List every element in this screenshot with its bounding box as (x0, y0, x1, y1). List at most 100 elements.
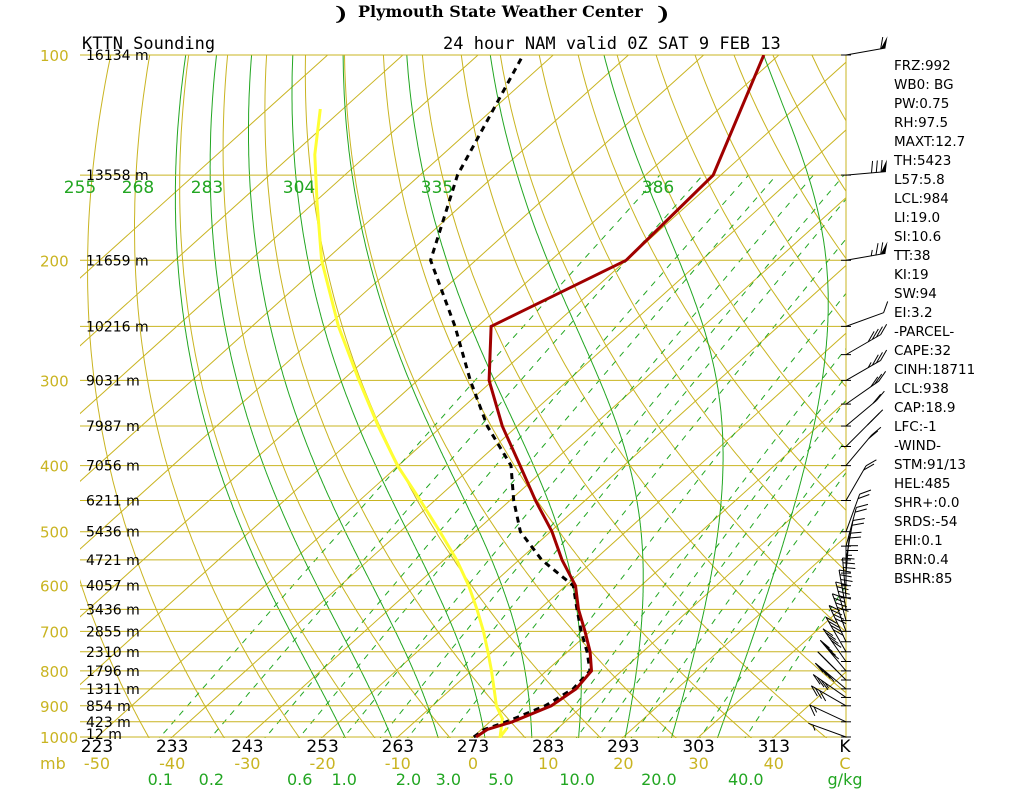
moist-adiabat-label: 304 (283, 178, 315, 198)
mixing-ratio-tick-label: 5.0 (488, 770, 513, 789)
moist-adiabat-line (209, 55, 393, 738)
wind-barb-staff (808, 722, 847, 738)
wind-barb-flag (867, 331, 875, 343)
wind-barb-flag (827, 661, 837, 671)
sounding-index-text: LI:19.0 (894, 210, 940, 226)
wind-barb-flag (870, 376, 879, 387)
wind-barb-flag (809, 704, 816, 716)
wind-barb (841, 545, 858, 587)
wind-barb-flag (871, 426, 882, 436)
mixing-ratio-tick-label: 0.1 (148, 770, 173, 789)
wind-barb-staff (812, 674, 847, 698)
wind-barb (841, 459, 877, 501)
isotherm-line (80, 55, 705, 618)
dry-adiabat-line (460, 55, 846, 694)
isotherm-line (546, 468, 846, 738)
dry-adiabat-line (421, 55, 828, 738)
dry-adiabat-line (538, 55, 846, 572)
wind-barb-flag (836, 586, 849, 591)
sounding-index-text: SI:10.6 (894, 229, 941, 245)
moist-adiabat-line (342, 55, 533, 738)
wind-barb-flag (839, 595, 852, 600)
wind-barb-flag (871, 160, 874, 173)
wind-barb-flag (830, 609, 843, 616)
wind-barb-staff (845, 359, 881, 381)
wind-barb-flag (876, 352, 883, 364)
wind-barb-flag (849, 536, 862, 539)
wind-barb-flag (829, 650, 840, 660)
height-tick-label: 7056 m (86, 459, 140, 475)
theta-tick-label: 303 (682, 737, 714, 757)
wind-barb (808, 722, 851, 738)
height-tick-label: 6211 m (86, 493, 140, 509)
wind-barb-flag (819, 639, 830, 649)
wind-barb-flag (880, 323, 888, 335)
wind-barb (819, 639, 851, 672)
wind-barb-flag (812, 674, 821, 685)
wind-barb (841, 159, 887, 176)
pressure-tick-label: 900 (40, 698, 69, 716)
wind-barb-flag (880, 242, 884, 255)
sounding-index-text: WB0: BG (894, 77, 954, 93)
wind-barb-flag (857, 494, 870, 500)
wind-barb-flag (832, 593, 844, 599)
wind-barb-staff (845, 520, 854, 561)
moist-adiabat-line (716, 55, 829, 738)
theta-tick-label: 263 (382, 737, 414, 757)
wind-barb-flag (878, 371, 887, 382)
sounding-profiles (313, 55, 766, 738)
wind-barb-flag (828, 620, 840, 628)
wind-barb-flag (880, 160, 883, 173)
wind-barb-flag (838, 569, 851, 573)
wind-barb-flag (820, 679, 829, 691)
wind-barb-half-flag (867, 420, 873, 426)
theta-tick-label: 293 (607, 737, 639, 757)
wind-barb-flag (831, 640, 842, 648)
wind-barb-flag (819, 690, 827, 702)
isotherm-line (80, 55, 630, 550)
temperature-unit-label: C (839, 754, 850, 773)
wind-barb-half-flag (812, 724, 816, 731)
wind-barb-flag (880, 36, 884, 49)
height-tick-label: 4057 m (86, 579, 140, 595)
wind-barb-flag (822, 628, 834, 637)
mixing-ratio-tick-label: 2.0 (396, 770, 421, 789)
height-tick-label: 13558 m (86, 168, 149, 184)
dry-adiabat-line (86, 55, 225, 738)
dry-adiabat-line (382, 55, 752, 738)
wind-barb (825, 616, 851, 653)
wind-barb-flag (871, 354, 879, 366)
wind-barb (841, 517, 865, 561)
wind-barb-flag (826, 647, 836, 656)
temperature-tick-label: -20 (310, 754, 336, 773)
wind-barb-flag (874, 373, 883, 385)
wind-barb-flag (843, 567, 856, 570)
isobar-lines (80, 54, 847, 738)
wind-barb-flag (810, 685, 818, 697)
moist-adiabat-line (291, 55, 486, 738)
sounding-index-text: STM:91/13 (894, 457, 966, 473)
wind-barb-flag (842, 557, 855, 560)
wind-barb-staff (831, 593, 847, 632)
moist-adiabat-line (174, 55, 346, 738)
dry-adiabat-line (577, 55, 846, 512)
height-tick-label: 10216 m (86, 319, 149, 335)
sounding-index-text: CINH:18711 (894, 362, 975, 378)
dry-adiabat-line (222, 55, 451, 738)
wind-barb-flag (863, 463, 875, 471)
mixing-ratio-tick-label: 0.6 (287, 770, 312, 789)
wind-barb-flag (852, 517, 865, 522)
theta-tick-label: 223 (81, 737, 113, 757)
wind-barb-half-flag (867, 362, 872, 368)
parcel-trace (313, 108, 509, 738)
dry-adiabat-line (179, 55, 376, 738)
theta-tick-label: 253 (306, 737, 338, 757)
sounding-index-text: RH:97.5 (894, 115, 948, 131)
wind-barb-staff (845, 434, 873, 466)
wind-barb-flag (875, 160, 878, 173)
wind-barb (809, 704, 851, 723)
banner-left-logo: ❩ (333, 4, 348, 25)
sounding-index-text: SRDS:-54 (894, 514, 958, 530)
wind-barb-staff (825, 616, 847, 653)
pressure-tick-label: 500 (40, 524, 69, 542)
